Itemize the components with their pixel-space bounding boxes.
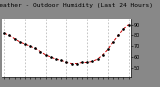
- Text: Milwaukee Weather - Outdoor Humidity (Last 24 Hours): Milwaukee Weather - Outdoor Humidity (La…: [0, 3, 153, 8]
